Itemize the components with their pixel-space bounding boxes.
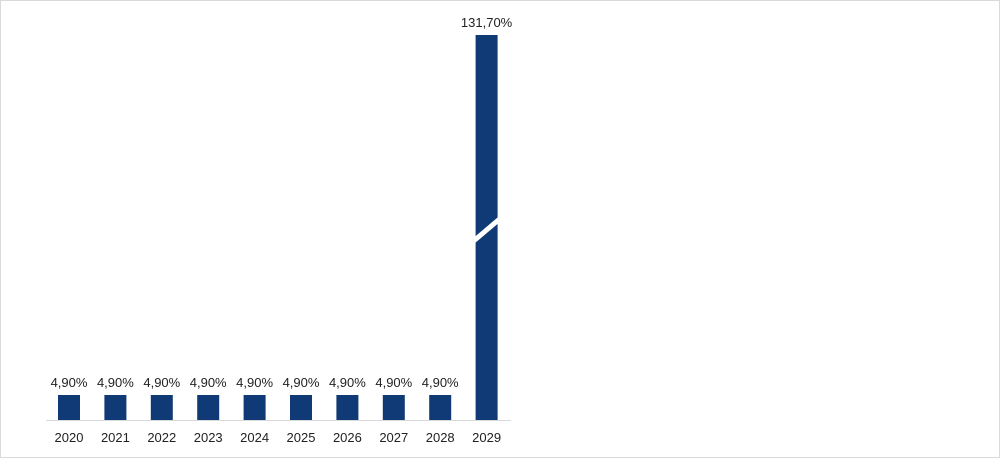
x-tick-label-2027: 2027	[379, 430, 408, 445]
axis-break-mark	[471, 217, 502, 243]
data-label-2021: 4,90%	[97, 375, 134, 390]
data-label-2027: 4,90%	[375, 375, 412, 390]
bar-2020	[58, 395, 80, 420]
x-tick-label-2024: 2024	[240, 430, 269, 445]
data-label-2023: 4,90%	[190, 375, 227, 390]
data-label-2022: 4,90%	[143, 375, 180, 390]
x-tick-label-2023: 2023	[194, 430, 223, 445]
bar-2021	[104, 395, 127, 420]
data-label-2028: 4,90%	[422, 375, 459, 390]
bar-2027	[382, 395, 405, 420]
x-tick-label-2026: 2026	[333, 430, 362, 445]
data-label-2020: 4,90%	[51, 375, 88, 390]
bar-2025	[290, 395, 312, 420]
data-label-2029: 131,70%	[461, 15, 513, 30]
x-tick-label-2029: 2029	[472, 430, 501, 445]
labels-layer: 4,90% 2020 4,90% 2021 4,90% 2022 4,90% 2023 4,90…	[51, 15, 513, 445]
x-tick-label-2021: 2021	[101, 430, 130, 445]
x-tick-label-2028: 2028	[426, 430, 455, 445]
data-label-2024: 4,90%	[236, 375, 273, 390]
x-tick-label-2022: 2022	[147, 430, 176, 445]
x-tick-label-2025: 2025	[287, 430, 316, 445]
data-label-2025: 4,90%	[283, 375, 320, 390]
bar-2022	[150, 395, 173, 420]
bar-2026	[336, 395, 359, 420]
bars-layer	[58, 35, 502, 420]
bar-2028	[429, 395, 452, 420]
data-label-2026: 4,90%	[329, 375, 366, 390]
bar-2023	[197, 395, 220, 420]
x-tick-label-2020: 2020	[55, 430, 84, 445]
bar-2024	[243, 395, 266, 420]
